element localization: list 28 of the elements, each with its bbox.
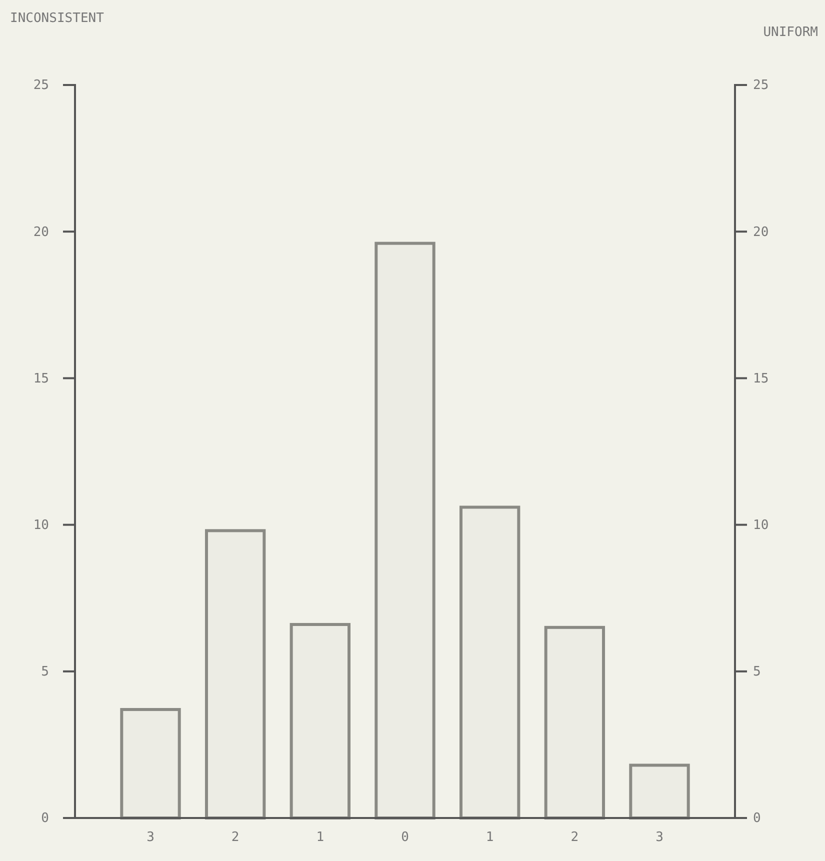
y2-tick-label: 15 (753, 371, 769, 386)
y-tick-label: 5 (41, 664, 49, 680)
bar (290, 622, 351, 820)
x-tick-label: 2 (231, 830, 240, 846)
y2-axis-title: UNIFORM (763, 25, 818, 40)
y-tick-label: 0 (41, 811, 49, 826)
y-tick-label: 25 (33, 78, 49, 94)
x-tick-label: 1 (486, 830, 494, 846)
x-tick-label: 2 (570, 830, 579, 846)
y-tick-label: 10 (33, 518, 49, 533)
bar (629, 764, 690, 820)
y2-tick-label: 10 (753, 518, 769, 533)
x-tick-label: 1 (316, 830, 324, 846)
y2-tick-label: 20 (753, 224, 769, 240)
y-axis-title: INCONSISTENT (10, 11, 104, 26)
y2-tick-label: 5 (753, 664, 761, 680)
x-tick-label: 3 (146, 830, 154, 846)
y-tick-label: 20 (33, 224, 49, 240)
y2-tick-label: 25 (753, 78, 769, 94)
y-tick-label: 15 (33, 371, 49, 386)
bar (120, 708, 181, 820)
bar (204, 529, 266, 820)
bar (374, 242, 436, 820)
bar (544, 626, 606, 820)
y2-tick-label: 0 (753, 811, 761, 826)
x-tick-label: 0 (401, 830, 409, 846)
bar (459, 506, 520, 820)
x-tick-label: 3 (656, 830, 664, 846)
